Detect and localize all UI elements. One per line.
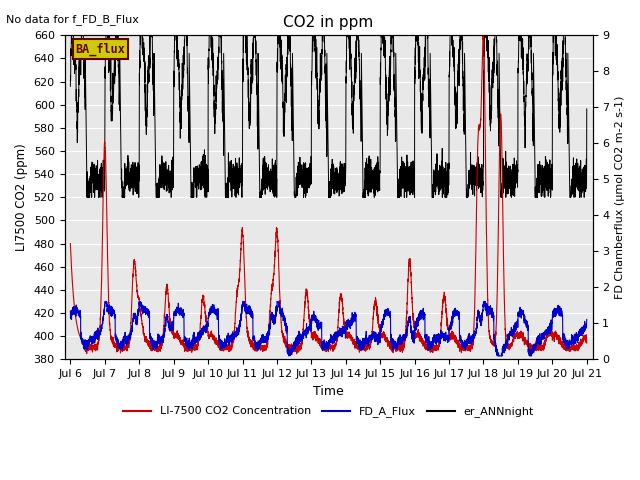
Title: CO2 in ppm: CO2 in ppm	[284, 15, 374, 30]
Legend: LI-7500 CO2 Concentration, FD_A_Flux, er_ANNnight: LI-7500 CO2 Concentration, FD_A_Flux, er…	[118, 402, 538, 422]
Y-axis label: FD Chamberflux (μmol CO2 m-2 s-1): FD Chamberflux (μmol CO2 m-2 s-1)	[615, 96, 625, 299]
Text: BA_flux: BA_flux	[76, 42, 125, 56]
Y-axis label: LI7500 CO2 (ppm): LI7500 CO2 (ppm)	[15, 144, 28, 251]
X-axis label: Time: Time	[313, 384, 344, 397]
Text: No data for f_FD_B_Flux: No data for f_FD_B_Flux	[6, 14, 140, 25]
